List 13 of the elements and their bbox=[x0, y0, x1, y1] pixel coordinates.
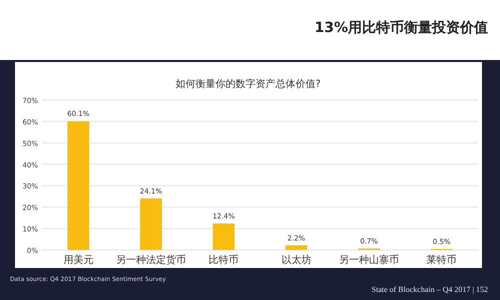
bar bbox=[140, 198, 162, 250]
chart-subtitle: 如何衡量你的数字资产总体价值? bbox=[175, 78, 321, 90]
x-tick-label: 另一种法定货币 bbox=[116, 254, 186, 266]
chart-title: 13%用比特币衡量投资价值 bbox=[314, 19, 488, 36]
text: State of Blockchain – Q4 2017 | 152 bbox=[372, 285, 488, 294]
x-tick-label: 莱特币 bbox=[426, 254, 457, 266]
x-tick-label: 另一种山寨币 bbox=[339, 254, 399, 266]
x-tick-label: 比特币 bbox=[208, 254, 239, 266]
bar bbox=[67, 121, 90, 250]
x-tick-label: 用美元 bbox=[63, 254, 94, 266]
bar bbox=[285, 245, 308, 250]
x-tick-label: 以太坊 bbox=[281, 254, 312, 266]
bar bbox=[212, 223, 235, 250]
